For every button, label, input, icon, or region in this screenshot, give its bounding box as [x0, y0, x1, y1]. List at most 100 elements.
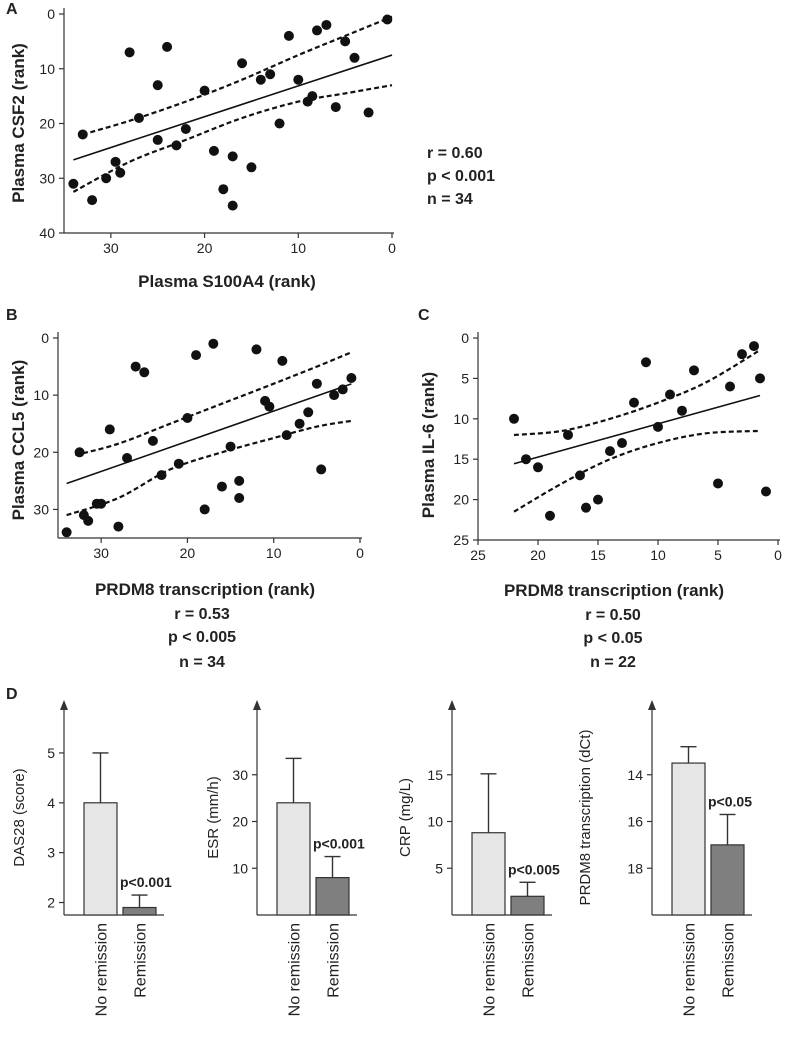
- panel-a-point: [77, 129, 88, 140]
- panel-a-point: [162, 41, 173, 52]
- panel-b-point: [281, 430, 292, 441]
- panel-a-x-tick-label: 10: [290, 240, 306, 256]
- panel-a-y-tick-label: 10: [39, 61, 55, 77]
- panel-c-x-tick-label: 0: [774, 547, 782, 563]
- panel-b-point: [311, 378, 322, 389]
- bar-subplot-3-bar-no-remission: [471, 832, 506, 916]
- panel-c-stat-p: p < 0.05: [583, 630, 642, 647]
- panel-c-y-tick-label: 5: [461, 370, 469, 386]
- panel-c-point: [605, 446, 615, 457]
- panel-c-ci-upper: [513, 349, 761, 437]
- panel-b-point: [234, 493, 245, 503]
- panel-a-ci-upper: [82, 15, 393, 136]
- panel-b-point: [264, 401, 275, 412]
- panel-a-point: [307, 91, 318, 102]
- bar-subplot-1-y-tick-label: 3: [47, 845, 55, 861]
- panel-b-stat-r: r = 0.53: [174, 606, 230, 623]
- panel-a-point: [152, 80, 163, 91]
- panel-c-y-tick-label: 0: [461, 330, 469, 346]
- bar-subplot-1-pvalue: p<0.001: [120, 874, 172, 890]
- panel-b-point: [173, 458, 184, 469]
- bar-subplot-2-category-label: No remission: [287, 923, 304, 1016]
- panel-a-point: [340, 36, 351, 47]
- panel-a-point: [124, 47, 135, 58]
- panel-a-point: [68, 178, 79, 189]
- panel-c-point: [593, 494, 603, 505]
- panel-a-letter: A: [6, 1, 18, 18]
- panel-b-ylabel: Plasma CCL5 (rank): [9, 360, 28, 521]
- panel-a-plot: 30 20 10 0 0 10 20 30 40: [39, 6, 396, 256]
- panel-a-point: [101, 173, 112, 184]
- panel-a-point: [265, 69, 276, 80]
- panel-a-ci-lower: [72, 84, 393, 193]
- panel-a-x-tick-label: 20: [197, 240, 213, 256]
- panel-a-point: [171, 140, 182, 151]
- panel-b-y-tick-label: 10: [33, 387, 49, 403]
- panel-a-ylabel: Plasma CSF2 (rank): [9, 43, 28, 203]
- bar-subplot-4-bar-no-remission: [671, 762, 706, 916]
- panel-c-point: [545, 510, 555, 521]
- panel-c-point: [737, 349, 747, 360]
- bar-subplot-1-bar-remission: [122, 906, 157, 916]
- panel-b-x-tick-label: 0: [356, 545, 364, 561]
- panel-c-y-tick-label: 10: [453, 411, 469, 427]
- panel-b-y-tick-label: 20: [33, 444, 49, 460]
- bar-subplot-1-bar-no-remission: [83, 802, 118, 916]
- panel-b-point: [61, 527, 72, 538]
- panel-a-point: [330, 102, 341, 113]
- panel-c-point: [653, 421, 663, 432]
- panel-a-point: [133, 113, 144, 124]
- panel-b-point: [104, 424, 115, 435]
- panel-b-x-tick-label: 10: [266, 545, 282, 561]
- bar-subplot-2-category-label: Remission: [326, 923, 343, 998]
- panel-b-ci-upper: [75, 351, 352, 457]
- panel-c-regression-line: [513, 394, 761, 465]
- panel-c-point: [641, 357, 651, 368]
- panel-c-point: [629, 397, 639, 408]
- panel-a-point: [255, 74, 266, 85]
- panel-b-point: [277, 355, 288, 366]
- panel-c-point: [575, 470, 585, 481]
- panel-a-x-tick-label: 0: [388, 240, 396, 256]
- bar-subplot-1-y-tick-label: 5: [47, 745, 55, 761]
- bar-subplot-4-y-tick-label: 14: [627, 767, 643, 783]
- bar-subplot-4-y-tick-label: 16: [627, 814, 643, 830]
- bar-subplot-1-category-label: No remission: [94, 923, 111, 1016]
- panel-c-letter: C: [418, 307, 430, 324]
- panel-a-point: [115, 167, 126, 178]
- bar-subplot-2-ylabel: ESR (mm/h): [205, 776, 222, 859]
- bar-subplot-3-y-tick-label: 15: [427, 767, 443, 783]
- panel-a-xlabel: Plasma S100A4 (rank): [138, 272, 316, 291]
- panel-b-point: [225, 441, 236, 452]
- panel-c-point: [509, 413, 519, 424]
- bar-subplot-3-bar-remission: [510, 895, 545, 916]
- panel-a-point: [363, 107, 374, 118]
- panel-c-point: [713, 478, 723, 489]
- panel-a-point: [283, 30, 294, 41]
- bar-subplot-2-bar-remission: [315, 876, 350, 916]
- panel-c-plot: 25 20 15 10 5 0 0 5 10 15 20 25: [453, 330, 782, 563]
- panel-a-point: [110, 156, 121, 167]
- panel-a-y-tick-label: 40: [39, 225, 55, 241]
- panel-a-stat-n: n = 34: [427, 191, 473, 208]
- bar-subplot-2-pvalue: p<0.001: [313, 836, 365, 852]
- panel-b-point: [303, 407, 314, 418]
- panel-c-y-tick-label: 20: [453, 492, 469, 508]
- bar-subplot-3-ylabel: CRP (mg/L): [397, 778, 414, 857]
- panel-b-point: [122, 453, 133, 463]
- bar-subplot-2-y-tick-label: 30: [232, 767, 248, 783]
- bar-subplot-3-y-tick-label: 5: [435, 860, 443, 876]
- panel-c-point: [725, 381, 735, 392]
- panel-b-point: [113, 521, 124, 532]
- panel-b-point: [83, 515, 94, 526]
- bar-subplot-2-y-tick-label: 10: [232, 860, 248, 876]
- panel-a-point: [274, 118, 285, 129]
- panel-c-x-tick-label: 20: [530, 547, 546, 563]
- bar-subplot-4-category-label: Remission: [721, 923, 738, 998]
- panel-b-point: [199, 504, 210, 515]
- panel-a-point: [152, 134, 163, 145]
- panel-c-xlabel: PRDM8 transcription (rank): [504, 581, 724, 600]
- panel-c-point: [677, 405, 687, 416]
- panel-a-point: [349, 52, 360, 63]
- bar-subplot-2-y-tick-label: 20: [232, 814, 248, 830]
